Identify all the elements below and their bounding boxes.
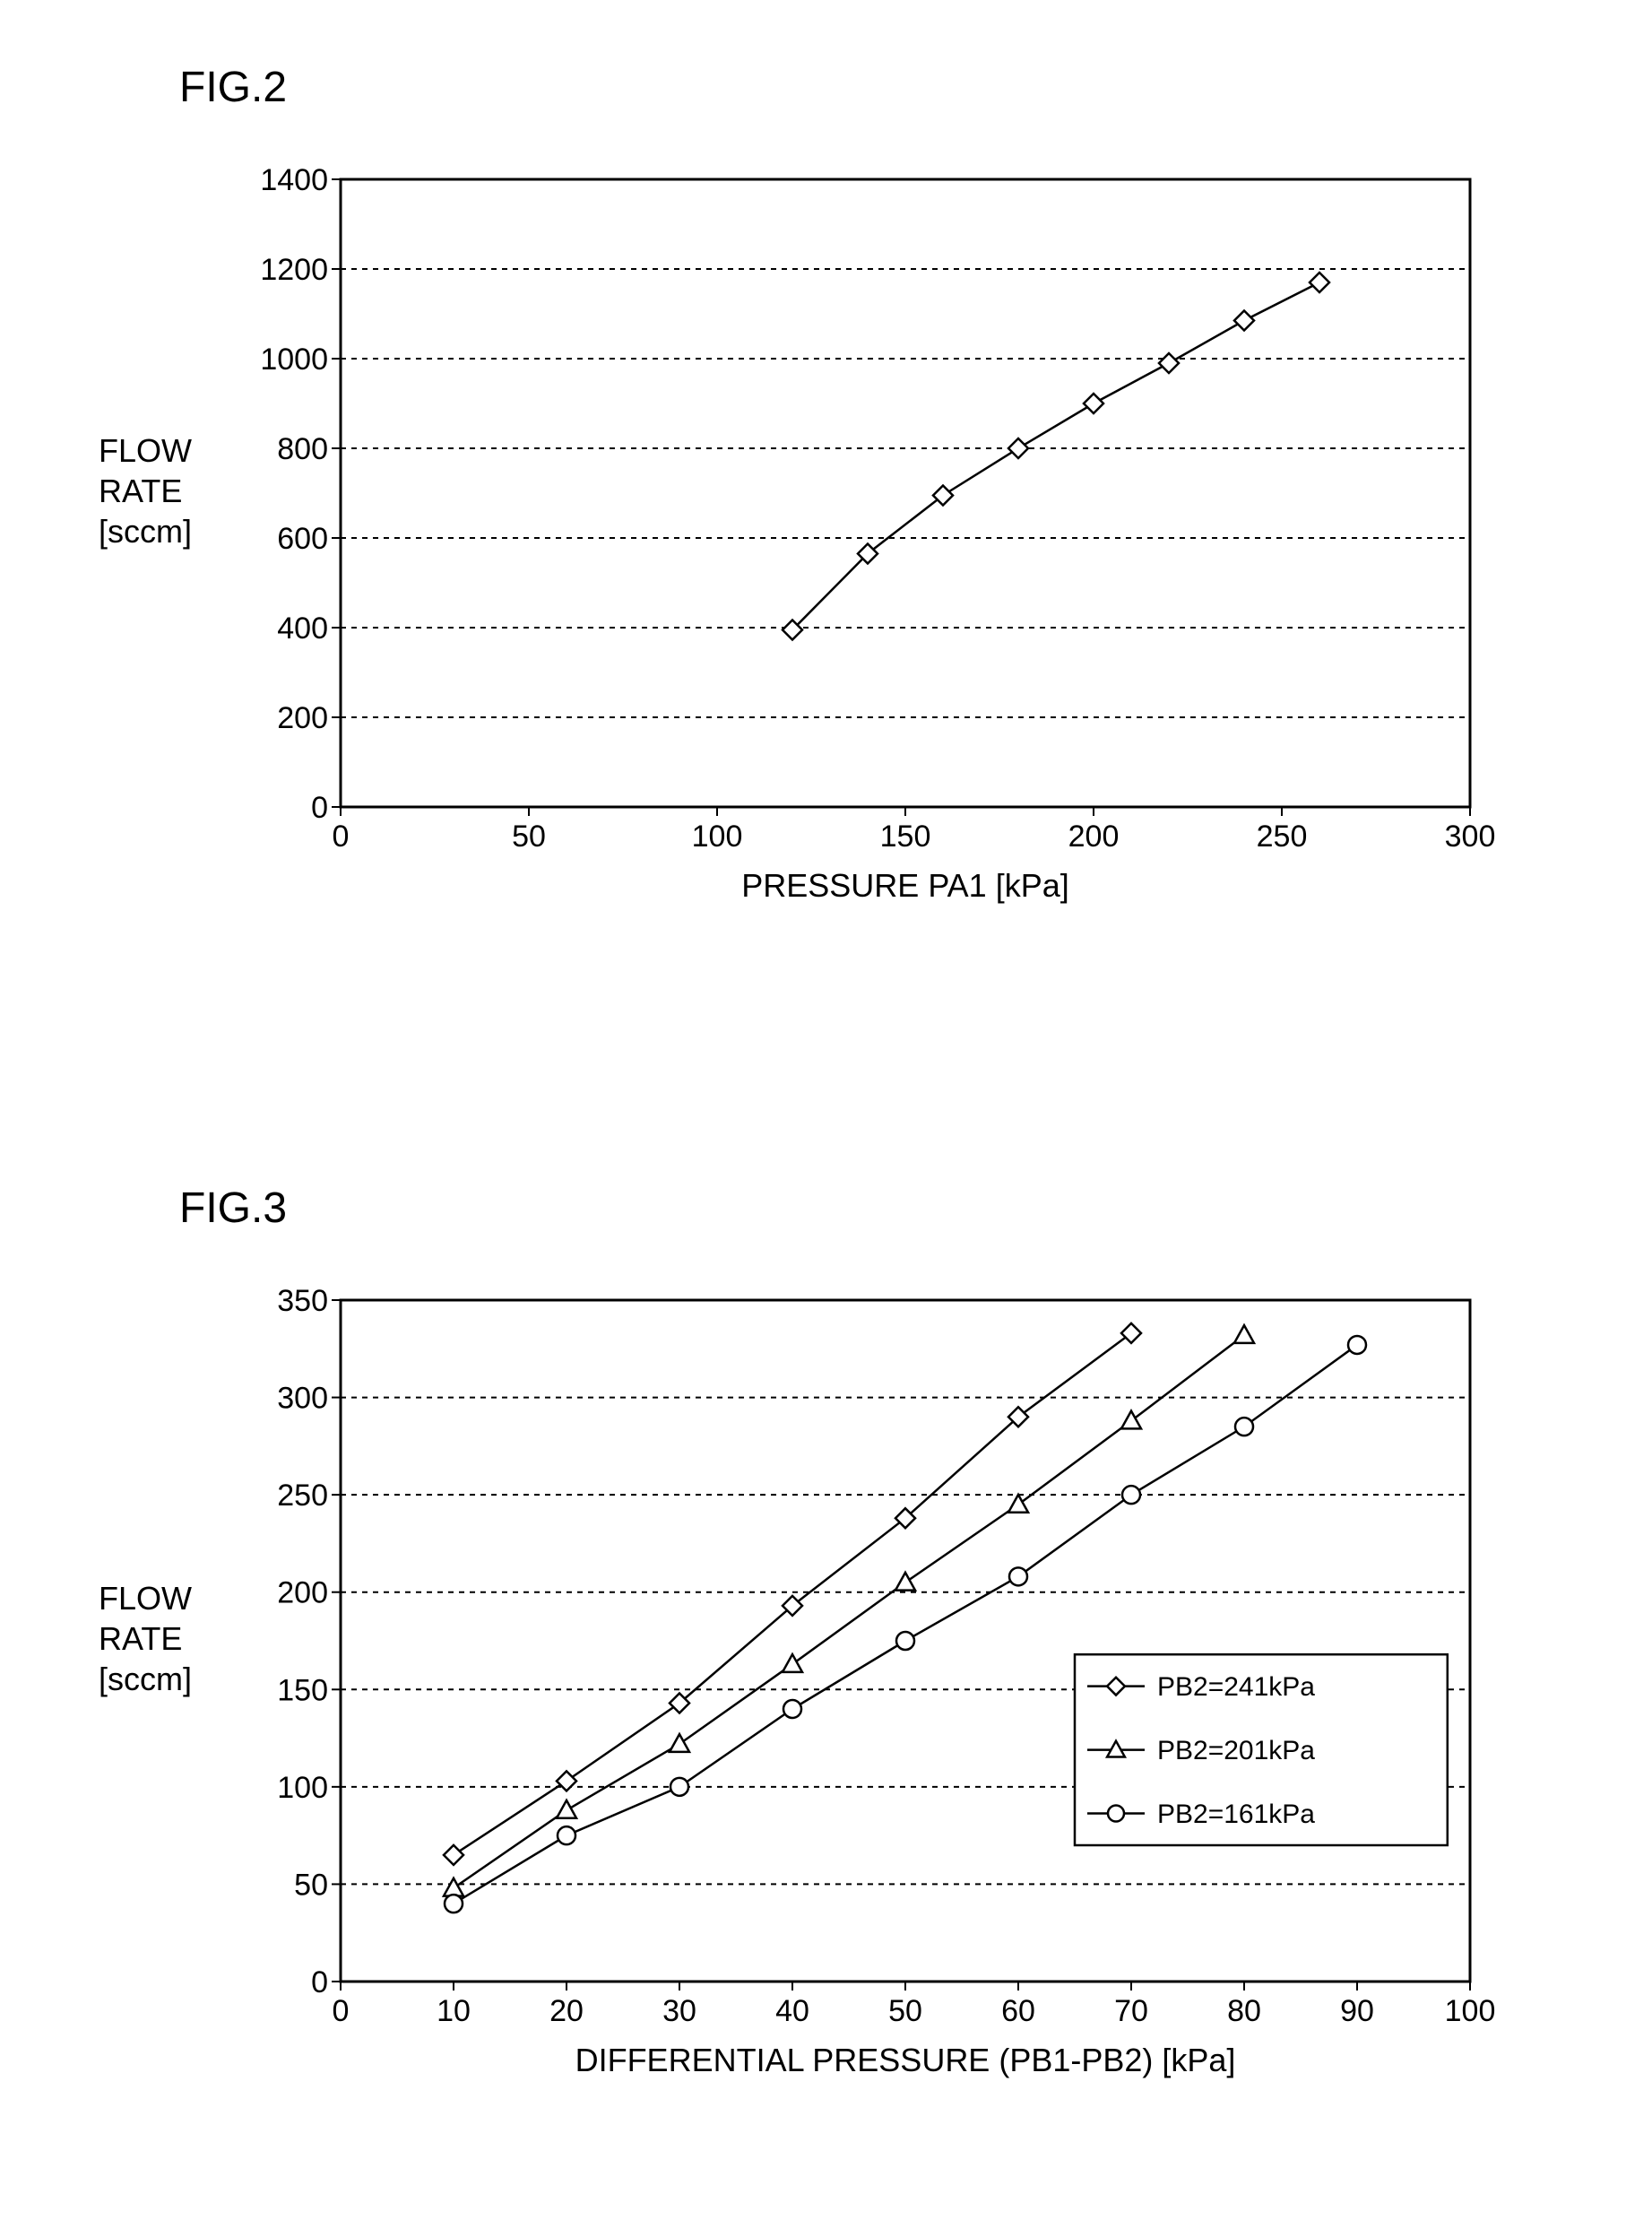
- svg-text:RATE: RATE: [99, 1620, 182, 1657]
- svg-text:100: 100: [1445, 1994, 1496, 2028]
- svg-text:400: 400: [277, 611, 328, 646]
- svg-text:PRESSURE PA1 [kPa]: PRESSURE PA1 [kPa]: [741, 867, 1068, 904]
- svg-text:FLOW: FLOW: [99, 432, 192, 469]
- svg-text:250: 250: [1257, 820, 1308, 854]
- svg-text:PB2=201kPa: PB2=201kPa: [1157, 1736, 1315, 1765]
- svg-text:0: 0: [311, 791, 328, 825]
- svg-text:RATE: RATE: [99, 473, 182, 509]
- svg-text:200: 200: [1068, 820, 1120, 854]
- svg-text:30: 30: [662, 1994, 696, 2028]
- svg-text:600: 600: [277, 522, 328, 556]
- svg-text:[sccm]: [sccm]: [99, 1661, 192, 1697]
- svg-text:1200: 1200: [260, 253, 328, 287]
- svg-text:1000: 1000: [260, 343, 328, 377]
- svg-text:100: 100: [692, 820, 743, 854]
- fig2-title: FIG.2: [179, 63, 287, 112]
- svg-text:0: 0: [333, 1994, 350, 2028]
- fig3-title: FIG.3: [179, 1184, 287, 1233]
- svg-text:90: 90: [1340, 1994, 1374, 2028]
- svg-text:DIFFERENTIAL PRESSURE (PB1-PB2: DIFFERENTIAL PRESSURE (PB1-PB2) [kPa]: [575, 2042, 1236, 2078]
- svg-text:350: 350: [277, 1284, 328, 1318]
- svg-text:10: 10: [437, 1994, 471, 2028]
- svg-text:100: 100: [277, 1771, 328, 1805]
- svg-text:40: 40: [775, 1994, 809, 2028]
- fig3-chart: 0 50 100 150 200 250 300 350 0 10 20 30 40 50 60 70 80 90…: [72, 1264, 1542, 2125]
- fig2-chart: 0 200 400 600 800 1000 1200 1400 0 50 100 150 200 250…: [72, 143, 1542, 950]
- svg-text:200: 200: [277, 1576, 328, 1610]
- svg-text:70: 70: [1114, 1994, 1148, 2028]
- svg-text:300: 300: [277, 1382, 328, 1416]
- svg-text:150: 150: [277, 1673, 328, 1707]
- svg-text:[sccm]: [sccm]: [99, 513, 192, 550]
- svg-text:PB2=161kPa: PB2=161kPa: [1157, 1800, 1315, 1829]
- svg-text:250: 250: [277, 1479, 328, 1513]
- svg-text:50: 50: [294, 1868, 328, 1902]
- page: FIG.2 0200400600800100012001400050100150…: [0, 0, 1652, 2229]
- svg-text:1400: 1400: [260, 163, 328, 197]
- svg-text:20: 20: [549, 1994, 584, 2028]
- svg-text:80: 80: [1227, 1994, 1261, 2028]
- svg-text:FLOW: FLOW: [99, 1580, 192, 1617]
- svg-text:0: 0: [333, 820, 350, 854]
- svg-text:0: 0: [311, 1965, 328, 1999]
- svg-text:PB2=241kPa: PB2=241kPa: [1157, 1672, 1315, 1702]
- svg-text:200: 200: [277, 701, 328, 735]
- svg-text:60: 60: [1001, 1994, 1035, 2028]
- svg-text:150: 150: [880, 820, 931, 854]
- svg-text:50: 50: [888, 1994, 922, 2028]
- svg-text:800: 800: [277, 432, 328, 466]
- svg-text:300: 300: [1445, 820, 1496, 854]
- svg-text:50: 50: [512, 820, 546, 854]
